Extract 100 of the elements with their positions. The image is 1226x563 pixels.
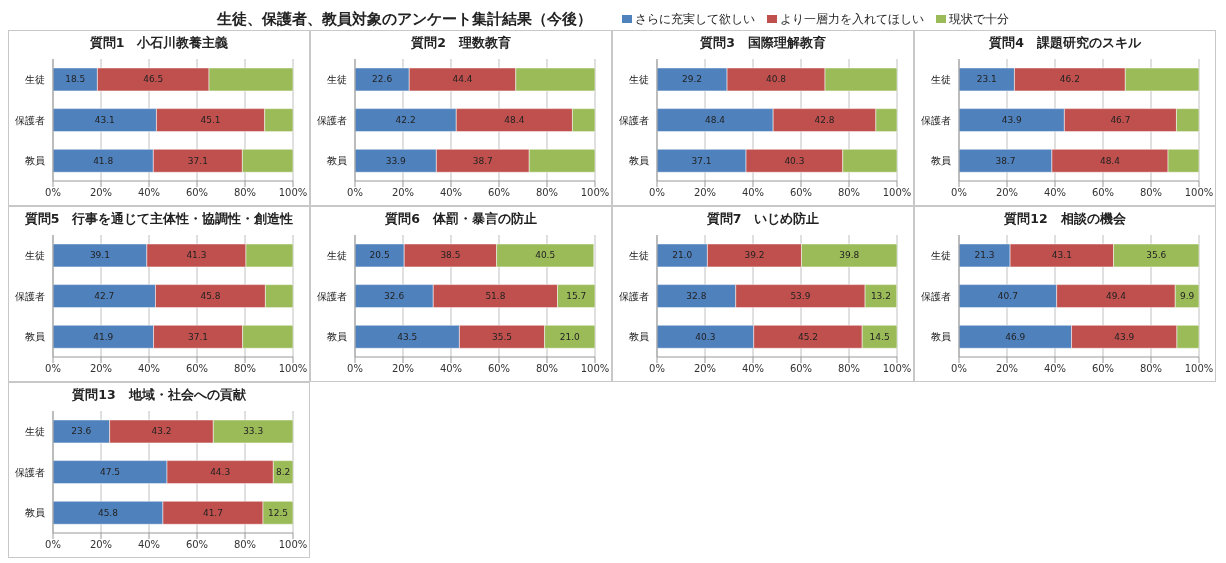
y-tick-label: 生徒	[25, 249, 45, 261]
data-label: 40.3	[784, 155, 805, 166]
y-tick-label: 生徒	[25, 73, 45, 85]
x-tick-label: 40%	[741, 187, 765, 199]
x-tick-label: 20%	[995, 363, 1019, 375]
data-label: 37.1	[691, 155, 712, 166]
x-tick-label: 0%	[649, 363, 665, 375]
x-tick-label: 100%	[580, 363, 610, 375]
x-tick-label: 80%	[233, 539, 257, 551]
x-tick-label: 20%	[995, 187, 1019, 199]
y-tick-label: 教員	[931, 331, 951, 343]
data-label: 21.3	[974, 250, 995, 261]
data-label: 47.5	[99, 467, 121, 478]
data-label: 53.9	[790, 291, 811, 302]
x-tick-label: 40%	[137, 363, 161, 375]
data-label: 20.5	[369, 250, 390, 261]
data-label: 45.8	[200, 291, 221, 302]
chart-title: 質問1 小石川教養主義	[88, 34, 230, 52]
y-tick-label: 保護者	[619, 290, 649, 302]
x-tick-label: 80%	[233, 187, 257, 199]
data-label: 43.9	[1001, 115, 1022, 126]
data-label: 18.5	[65, 74, 86, 85]
x-tick-label: 80%	[535, 187, 559, 199]
data-label: 43.2	[151, 426, 172, 437]
data-label: 41.7	[202, 507, 223, 518]
data-label: 43.1	[1051, 250, 1072, 261]
data-label: 23.1	[976, 74, 997, 85]
data-label: 9.9	[1179, 291, 1195, 302]
y-tick-label: 保護者	[15, 114, 45, 126]
data-label: 32.6	[384, 291, 405, 302]
data-label: 12.5	[267, 507, 289, 518]
text: 生徒、保護者、教員対象のアンケート集計結果（今後）	[217, 9, 592, 29]
chart-title: 質問4 課題研究のスキル	[988, 34, 1142, 52]
y-tick-label: 生徒	[629, 249, 649, 261]
data-label: 13.2	[870, 291, 891, 302]
x-tick-label: 80%	[1139, 187, 1163, 199]
x-tick-label: 40%	[1043, 363, 1067, 375]
y-tick-label: 生徒	[931, 73, 951, 85]
legend-label: 現状で十分	[949, 10, 1009, 28]
x-tick-label: 100%	[1184, 187, 1214, 199]
x-tick-label: 80%	[837, 187, 861, 199]
x-tick-label: 80%	[535, 363, 559, 375]
data-label: 48.4	[504, 115, 525, 126]
y-tick-label: 保護者	[921, 290, 951, 302]
data-label: 41.9	[93, 331, 114, 342]
x-tick-label: 20%	[391, 187, 415, 199]
x-tick-label: 0%	[45, 539, 61, 551]
data-label: 40.7	[997, 291, 1018, 302]
x-tick-label: 40%	[1043, 187, 1067, 199]
data-label: 48.4	[1099, 155, 1121, 166]
legend-label: さらに充実して欲しい	[635, 10, 755, 28]
x-tick-label: 60%	[487, 187, 511, 199]
data-label: 33.3	[243, 426, 264, 437]
chart-title: 質問13 地域・社会への貢献	[71, 386, 247, 404]
data-label: 21.0	[559, 331, 581, 342]
x-tick-label: 0%	[951, 363, 967, 375]
data-label: 41.8	[93, 155, 114, 166]
y-tick-label: 生徒	[327, 249, 347, 261]
x-tick-label: 80%	[837, 363, 861, 375]
x-tick-label: 100%	[580, 187, 610, 199]
x-tick-label: 20%	[693, 363, 717, 375]
data-label: 39.8	[839, 250, 860, 261]
data-label: 43.1	[94, 115, 115, 126]
data-label: 22.6	[372, 74, 393, 85]
x-tick-label: 40%	[137, 187, 161, 199]
y-tick-label: 教員	[931, 155, 951, 167]
x-tick-label: 0%	[347, 363, 363, 375]
data-label: 45.2	[797, 331, 818, 342]
x-tick-label: 60%	[185, 363, 209, 375]
x-tick-label: 0%	[347, 187, 363, 199]
data-label: 42.2	[395, 115, 416, 126]
y-tick-label: 保護者	[317, 290, 347, 302]
data-label: 46.9	[1005, 331, 1026, 342]
y-tick-label: 教員	[629, 331, 649, 343]
chart-title: 質問12 相談の機会	[1003, 210, 1127, 228]
data-label: 42.8	[814, 115, 835, 126]
y-tick-label: 教員	[629, 155, 649, 167]
x-tick-label: 100%	[1184, 363, 1214, 375]
data-label: 44.4	[452, 74, 473, 85]
data-label: 49.4	[1105, 291, 1127, 302]
chart-title: 質問2 理数教育	[410, 34, 512, 52]
x-tick-label: 20%	[89, 539, 113, 551]
data-label: 42.7	[94, 291, 115, 302]
data-label: 48.4	[705, 115, 726, 126]
x-tick-label: 0%	[951, 187, 967, 199]
data-label: 15.7	[566, 291, 587, 302]
x-tick-label: 100%	[278, 187, 308, 199]
x-tick-label: 100%	[278, 539, 308, 551]
data-label: 37.1	[187, 155, 208, 166]
x-tick-label: 60%	[1091, 363, 1115, 375]
chart-title: 質問5 行事を通じて主体性・協調性・創造性	[23, 210, 295, 228]
y-tick-label: 保護者	[15, 290, 45, 302]
x-tick-label: 60%	[1091, 187, 1115, 199]
x-tick-label: 40%	[137, 539, 161, 551]
data-label: 41.3	[186, 250, 207, 261]
y-tick-label: 保護者	[15, 466, 45, 478]
y-tick-label: 保護者	[317, 114, 347, 126]
y-tick-label: 教員	[25, 507, 45, 519]
x-tick-label: 60%	[789, 187, 813, 199]
x-tick-label: 20%	[693, 187, 717, 199]
